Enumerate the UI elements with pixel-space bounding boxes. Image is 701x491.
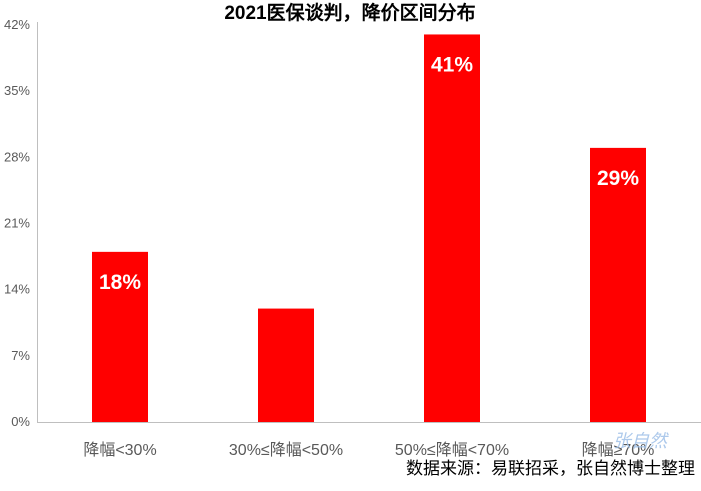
bar <box>92 251 148 422</box>
bar <box>258 308 314 422</box>
y-tick-label: 35% <box>4 83 30 98</box>
x-tick-label: 50%≤降幅<70% <box>395 441 509 459</box>
x-tick-label: 降幅<30% <box>83 441 156 459</box>
y-tick-label: 7% <box>11 348 30 363</box>
watermark: 张自然 <box>613 431 669 451</box>
y-tick-label: 21% <box>4 216 30 231</box>
y-tick-label: 0% <box>11 414 30 429</box>
bar <box>424 34 480 422</box>
y-axis-ticks: 0% 7% 14% 21% 28% 35% 42% <box>4 17 30 429</box>
data-label: 29% <box>597 167 639 190</box>
bars <box>92 34 646 422</box>
data-labels: 18% 41% 29% <box>99 53 639 293</box>
source-note: 数据来源：易联招采，张自然博士整理 <box>406 459 695 478</box>
data-label: 41% <box>431 53 473 76</box>
bar <box>590 147 646 422</box>
y-tick-label: 28% <box>4 149 30 164</box>
y-tick-label: 14% <box>4 282 30 297</box>
x-axis-ticks: 降幅<30% 30%≤降幅<50% 50%≤降幅<70% 降幅≥70% <box>83 441 654 459</box>
x-tick-label: 30%≤降幅<50% <box>229 441 343 459</box>
data-label: 18% <box>99 271 141 294</box>
x-tick-label: 降幅≥70% <box>582 441 655 459</box>
chart-title: 2021医保谈判，降价区间分布 <box>224 1 475 24</box>
y-tick-label: 42% <box>4 17 30 32</box>
